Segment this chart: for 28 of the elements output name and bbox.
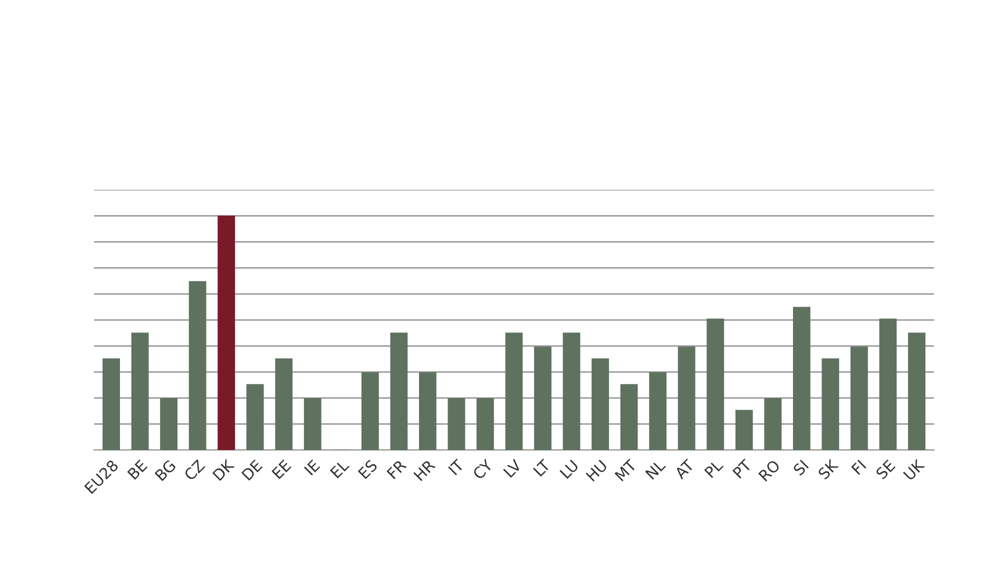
x-tick-label: SE [875, 459, 896, 480]
x-tick-label: PT [732, 458, 752, 479]
x-tick-label: CZ [183, 459, 206, 482]
x-tick-label: EE [272, 459, 292, 480]
x-tick-label: DE [241, 459, 263, 481]
x-tick-label: SK [817, 458, 840, 480]
x-tick-label: DK [212, 458, 235, 481]
x-tick-label: LT [533, 458, 552, 477]
x-tick-label: SI [792, 460, 809, 476]
x-tick-label: MT [614, 458, 638, 482]
x-tick-label: NL [645, 458, 666, 480]
x-tick-label: PL [704, 458, 724, 478]
x-tick-label: RO [758, 459, 781, 482]
x-tick-label: CY [472, 458, 494, 480]
x-tick-label: EL [330, 458, 350, 478]
x-tick-label: UK [903, 458, 926, 481]
x-tick-label: FR [386, 458, 407, 480]
x-tick-label: LV [503, 458, 522, 478]
x-tick-label: ES [358, 459, 378, 480]
x-tick-label: IT [448, 458, 465, 476]
x-tick-label: FI [851, 460, 866, 475]
x-tick-label: AT [674, 458, 695, 480]
x-tick-label: BE [127, 459, 148, 480]
x-tick-label: IE [304, 459, 320, 476]
x-tick-label: BG [154, 459, 176, 482]
x-tick-label: HR [413, 458, 436, 482]
x-tick-label: LU [560, 460, 579, 480]
x-tick-label: HU [586, 460, 608, 482]
